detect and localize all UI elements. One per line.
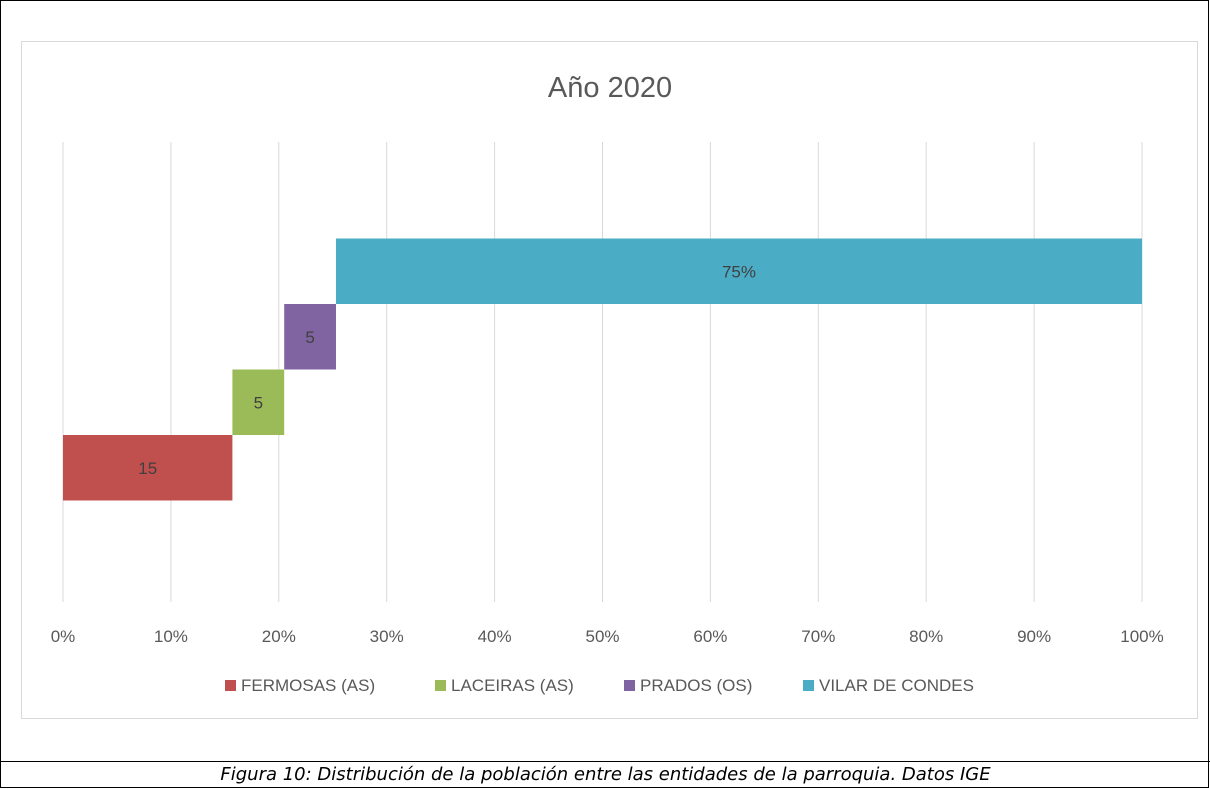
x-tick-label: 60% — [693, 627, 727, 646]
legend-swatch-vilar-de-condes — [803, 680, 814, 691]
bar-prados-os — [284, 304, 336, 370]
x-tick-label: 50% — [585, 627, 619, 646]
x-tick-label: 0% — [51, 627, 76, 646]
data-label-fermosas-as: 15 — [138, 459, 157, 478]
x-tick-label: 70% — [801, 627, 835, 646]
chart-svg: Año 2020 15 5 5 75% 0% 10% 20% 30% 40% 50% 60% 70%… — [51, 72, 1164, 695]
x-tick-label: 20% — [262, 627, 296, 646]
legend-label-laceiras-as: LACEIRAS (AS) — [451, 676, 574, 695]
figure-caption: Figura 10: Distribución de la población … — [220, 764, 991, 785]
x-tick-label: 90% — [1017, 627, 1051, 646]
x-tick-label: 30% — [370, 627, 404, 646]
legend-swatch-laceiras-as — [435, 680, 446, 691]
x-tick-label: 10% — [154, 627, 188, 646]
legend-swatch-fermosas-as — [225, 680, 236, 691]
data-label-vilar-de-condes: 75% — [722, 262, 756, 281]
legend-swatch-prados-os — [624, 680, 635, 691]
x-tick-labels: 0% 10% 20% 30% 40% 50% 60% 70% 80% 90% 100% — [51, 627, 1164, 646]
legend-label-fermosas-as: FERMOSAS (AS) — [241, 676, 375, 695]
bars: 15 5 5 75% — [63, 238, 1142, 501]
x-tick-label: 100% — [1120, 627, 1163, 646]
legend-label-prados-os: PRADOS (OS) — [640, 676, 752, 695]
chart-area: Año 2020 15 5 5 75% 0% 10% 20% 30% 40% 50% 60% 70%… — [21, 41, 1198, 719]
chart-title: Año 2020 — [548, 72, 672, 104]
bar-laceiras-as — [232, 369, 285, 435]
gridlines — [62, 142, 1143, 602]
data-label-laceiras-as: 5 — [254, 393, 263, 412]
legend-label-vilar-de-condes: VILAR DE CONDES — [819, 676, 974, 695]
legend: FERMOSAS (AS) LACEIRAS (AS) PRADOS (OS) VIL… — [225, 676, 974, 695]
caption-band: Figura 10: Distribución de la población … — [1, 761, 1210, 789]
x-tick-label: 40% — [478, 627, 512, 646]
bar-vilar-de-condes — [335, 238, 1142, 304]
bar-fermosas-as — [63, 435, 233, 501]
data-label-prados-os: 5 — [305, 328, 314, 347]
x-tick-label: 80% — [909, 627, 943, 646]
